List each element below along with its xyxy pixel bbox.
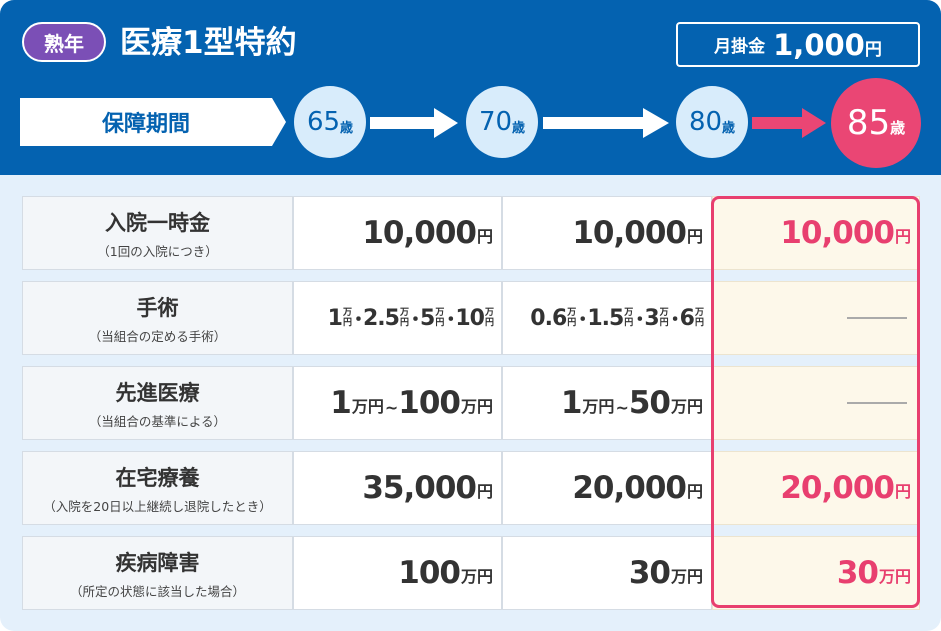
age-80: 80 歳 [676,86,748,158]
age-70: 70 歳 [466,86,538,158]
row-label: 在宅療養 （入院を20日以上継続し退院したとき） [22,451,293,525]
value-65: 1 万円 ~100 万円 [293,366,502,440]
value-70: 30 万円 [502,536,712,610]
dash [847,402,907,404]
value-65: 1 万円･ 2.5 万円･ 5 万円･ 10 万円 [293,281,502,355]
coverage-period-label: 保障期間 [20,98,286,146]
value-65: 10,000 円 [293,196,502,270]
premium-label: 月掛金 [714,37,766,57]
row-label: 先進医療 （当組合の基準による） [22,366,293,440]
value-65: 100 万円 [293,536,502,610]
premium-value: 1,000 [773,27,865,62]
value-80-none [712,281,920,355]
arrow-icon [370,108,458,138]
value-80: 10,000 円 [712,196,920,270]
header: 熟年 医療1型特約 月掛金 1,000円 保障期間 65 歳 70 歳 80 歳 85… [0,0,941,175]
row-label: 疾病障害 （所定の状態に該当した場合） [22,536,293,610]
arrow-icon [752,108,826,138]
age-65: 65 歳 [294,86,366,158]
value-80: 20,000 円 [712,451,920,525]
arrow-icon [543,108,669,138]
row-label: 入院一時金 （1回の入院につき） [22,196,293,270]
premium-unit: 円 [864,39,882,60]
table-row: 在宅療養 （入院を20日以上継続し退院したとき） 35,000 円 20,000 円 … [22,451,920,525]
value-80: 30 万円 [712,536,920,610]
table-row: 先進医療 （当組合の基準による） 1 万円 ~100 万円 1 万円 ~50 万円 [22,366,920,440]
value-70: 1 万円 ~50 万円 [502,366,712,440]
value-70: 10,000 円 [502,196,712,270]
table-row: 疾病障害 （所定の状態に該当した場合） 100 万円 30 万円 30 万円 [22,536,920,610]
table-row: 手術 （当組合の定める手術） 1 万円･ 2.5 万円･ 5 万円･ 10 万円 0.6 万… [22,281,920,355]
page-title: 医療1型特約 [120,25,297,61]
dash [847,317,907,319]
category-badge: 熟年 [22,22,106,62]
table-row: 入院一時金 （1回の入院につき） 10,000 円 10,000 円 10,000 円 [22,196,920,270]
value-65: 35,000 円 [293,451,502,525]
premium-box: 月掛金 1,000円 [676,22,920,67]
value-80-none [712,366,920,440]
value-70: 20,000 円 [502,451,712,525]
row-label: 手術 （当組合の定める手術） [22,281,293,355]
age-85: 85 歳 [831,78,921,168]
